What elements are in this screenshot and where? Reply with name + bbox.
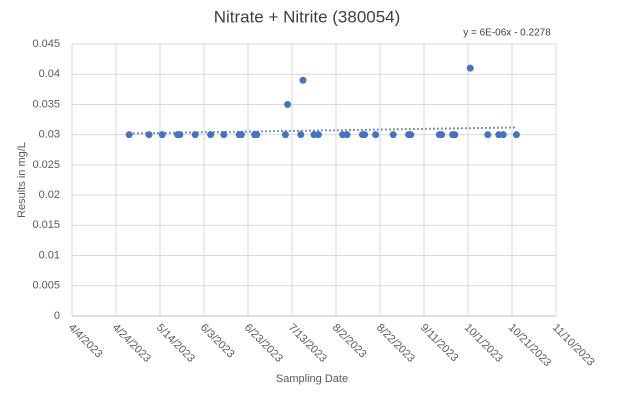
x-tick-label: 9/11/2023 (418, 322, 461, 365)
y-tick-label: 0.01 (39, 249, 60, 261)
x-tick-label: 10/1/2023 (462, 322, 505, 365)
y-tick-label: 0.005 (32, 280, 60, 292)
data-point (191, 131, 199, 139)
x-tick-label: 11/10/2023 (550, 322, 597, 369)
data-point (314, 131, 322, 139)
x-tick-label: 8/22/2023 (374, 322, 417, 365)
data-point (372, 131, 380, 139)
data-point (407, 131, 415, 139)
y-axis-title: Results in mg/L (16, 142, 28, 218)
data-point (466, 64, 474, 72)
data-point (512, 131, 520, 139)
data-point (125, 131, 133, 139)
data-point (438, 131, 446, 139)
data-point (176, 131, 184, 139)
data-point (237, 131, 245, 139)
data-point (253, 131, 261, 139)
data-point (299, 76, 307, 84)
y-tick-label: 0.03 (39, 129, 60, 141)
data-point (145, 131, 153, 139)
data-point (499, 131, 507, 139)
y-tick-label: 0.02 (39, 189, 60, 201)
x-tick-label: 5/14/2023 (154, 322, 197, 365)
y-tick-label: 0.015 (32, 219, 60, 231)
data-point (451, 131, 459, 139)
x-tick-label: 4/24/2023 (110, 322, 153, 365)
data-point (343, 131, 351, 139)
data-point (361, 131, 369, 139)
x-tick-label: 4/4/2023 (66, 322, 105, 361)
chart-title: Nitrate + Nitrite (380054) (214, 7, 401, 26)
x-tick-label: 10/21/2023 (506, 322, 553, 369)
trendline-equation: y = 6E-06x - 0.2278 (463, 28, 551, 39)
data-point (389, 131, 397, 139)
y-tick-label: 0.025 (32, 159, 60, 171)
x-tick-label: 8/2/2023 (330, 322, 369, 361)
x-axis-title: Sampling Date (276, 373, 348, 385)
data-point (484, 131, 492, 139)
trendline (129, 126, 517, 135)
y-tick-label: 0 (54, 310, 60, 322)
x-tick-label: 6/23/2023 (242, 322, 285, 365)
x-tick-label: 6/3/2023 (198, 322, 237, 361)
data-point (220, 131, 228, 139)
data-point (207, 131, 215, 139)
data-point (297, 131, 305, 139)
data-point (158, 131, 166, 139)
data-point (284, 100, 292, 108)
y-tick-label: 0.035 (32, 98, 60, 110)
y-tick-label: 0.04 (39, 68, 60, 80)
data-point (281, 131, 289, 139)
y-tick-label: 0.045 (32, 38, 60, 50)
x-tick-label: 7/13/2023 (286, 322, 329, 365)
